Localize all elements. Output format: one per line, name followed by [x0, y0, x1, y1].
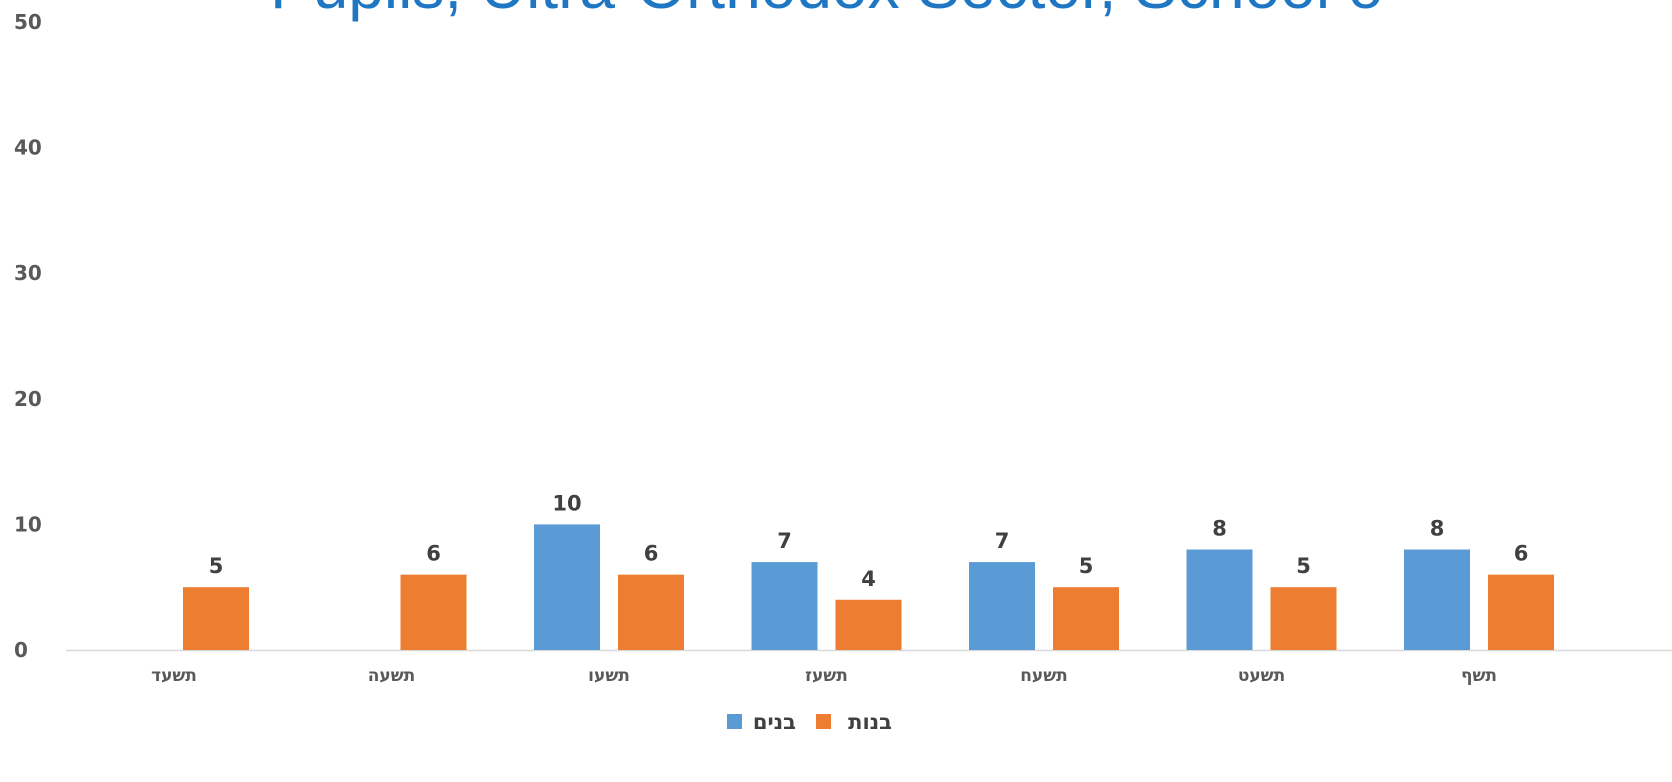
x-tick-label: תשעז — [805, 666, 848, 686]
data-label: 5 — [1296, 554, 1311, 578]
legend-label: בנות — [848, 710, 892, 734]
bar — [1053, 587, 1119, 650]
x-tick-label: תשף — [1461, 666, 1497, 686]
chart-title: Pupils, Ultra-Orthodox Sector, School o — [270, 0, 1383, 22]
data-label: 7 — [777, 529, 792, 553]
bar — [1404, 549, 1470, 650]
bar — [751, 562, 818, 650]
data-label: 6 — [644, 542, 659, 566]
bar — [618, 574, 684, 650]
data-label: 4 — [861, 567, 876, 591]
bar — [183, 587, 249, 650]
data-label: 8 — [1212, 517, 1227, 541]
x-tick-label: תשעט — [1238, 666, 1285, 686]
x-tick-label: תשעו — [588, 666, 630, 686]
bar — [969, 562, 1035, 650]
data-label: 6 — [1514, 542, 1529, 566]
x-tick-label: תשעה — [368, 666, 416, 686]
data-label: 6 — [426, 542, 441, 566]
bar — [400, 574, 467, 650]
legend-label: בנים — [753, 710, 796, 734]
y-axis: 0 10 20 30 40 50 — [14, 10, 42, 662]
x-tick-label: תשעח — [1020, 666, 1068, 686]
bar — [835, 599, 902, 650]
data-label: 5 — [209, 554, 224, 578]
y-tick-label: 10 — [14, 512, 42, 536]
bar — [1186, 549, 1253, 650]
legend-swatch — [727, 714, 742, 729]
data-label: 10 — [552, 491, 581, 515]
y-tick-label: 20 — [14, 387, 42, 411]
x-tick-label: תשעד — [151, 666, 197, 686]
y-tick-label: 50 — [14, 10, 42, 34]
bars: 5 6 10 6 7 4 7 5 8 5 8 6 — [183, 491, 1554, 650]
x-axis: תשעד תשעה תשעו תשעז תשעח תשעט תשף — [66, 649, 1672, 686]
data-label: 5 — [1079, 554, 1094, 578]
bar — [1488, 574, 1554, 650]
legend-swatch — [816, 714, 831, 729]
y-tick-label: 0 — [14, 638, 28, 662]
bar — [1270, 587, 1337, 650]
data-label: 8 — [1430, 517, 1445, 541]
bar — [534, 524, 600, 650]
y-tick-label: 40 — [14, 136, 42, 160]
legend: בנות בנים — [727, 710, 892, 734]
data-label: 7 — [995, 529, 1010, 553]
y-tick-label: 30 — [14, 261, 42, 285]
